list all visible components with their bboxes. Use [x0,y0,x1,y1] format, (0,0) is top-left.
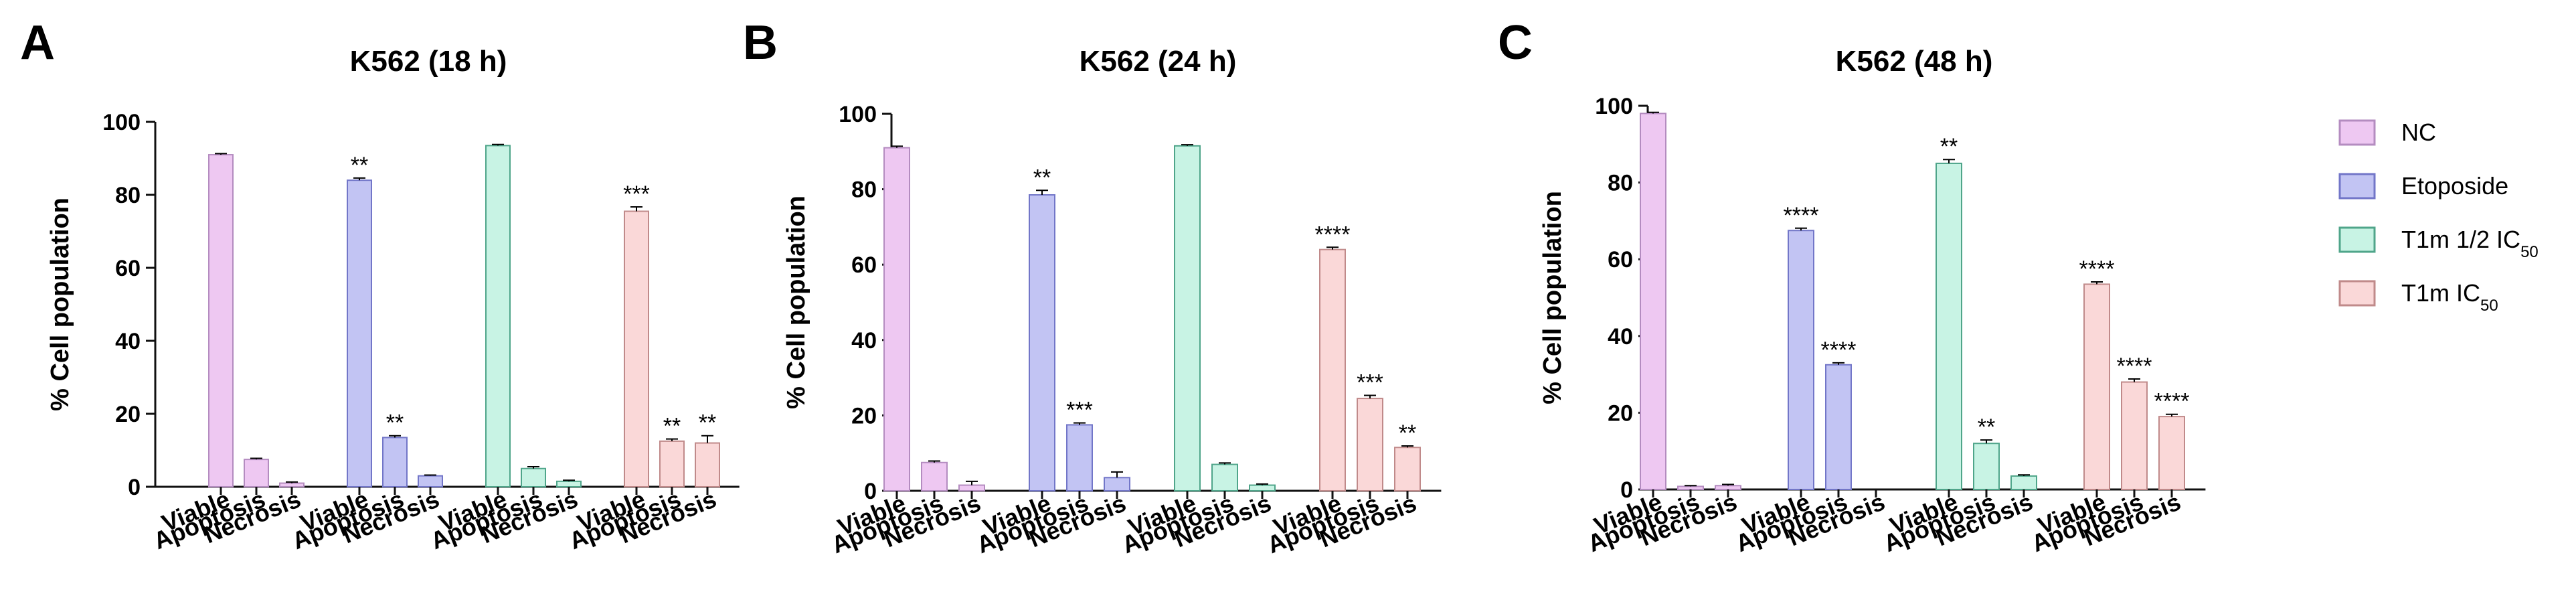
significance-label: ** [663,414,681,439]
y-tick-label: 40 [851,328,877,354]
significance-label: **** [2117,354,2152,379]
y-tick-label: 80 [115,183,141,208]
bar-etoposide-apoptosis [1066,424,1093,491]
bar-t1m-1-2-ic50-viable [485,145,511,488]
y-tick-label: 20 [851,403,877,429]
bar-t1m-1-2-ic50-apoptosis [1211,463,1238,492]
y-tick-label: 20 [1608,400,1633,426]
legend-label: T1m 1/2 IC50 [2401,226,2539,261]
legend-swatch [2338,173,2376,200]
significance-label: ** [1033,165,1051,190]
y-tick-label: 40 [1608,324,1633,350]
legend-item: NC [2338,119,2436,146]
significance-label: *** [623,181,650,207]
panel-letter: B [743,16,778,70]
bar-t1m-ic50-necrosis [1394,447,1421,492]
legend-swatch [2338,280,2376,307]
legend-label-text: T1m 1/2 IC [2401,226,2520,253]
bar-t1m-ic50-viable [1319,248,1346,491]
panel-letter: A [20,16,55,70]
bar-etoposide-necrosis [418,475,443,488]
significance-label: *** [1066,398,1093,423]
legend-swatch [2338,226,2376,253]
significance-label: **** [2079,256,2115,282]
significance-label: **** [1821,337,1857,363]
legend-label: Etoposide [2401,172,2508,200]
legend-label: NC [2401,119,2436,146]
y-axis-label: % Cell population [782,196,810,409]
bar-etoposide-necrosis [1104,477,1130,491]
y-tick-label: 0 [128,475,141,500]
y-tick-label: 0 [864,479,877,504]
y-tick-label: 60 [115,256,141,281]
bar-nc-viable [883,147,910,492]
bar-etoposide-viable [1788,230,1814,490]
legend-label: T1m IC50 [2401,279,2498,315]
bar-nc-viable [208,154,234,488]
legend-label-subscript: 50 [2520,243,2539,261]
bar-t1m-ic50-necrosis [2158,416,2185,491]
significance-label: ** [699,410,716,436]
bar-t1m-1-2-ic50-necrosis [2010,475,2037,491]
significance-label: **** [2154,389,2190,414]
chart-title: K562 (24 h) [1080,45,1237,78]
chart-panel-b: B K562 (24 h) % Cell population 0 20 40 60 80 10… [743,16,1442,558]
significance-label: **** [1315,222,1351,247]
y-tick-label: 40 [115,329,141,354]
chart-panel-a: A K562 (18 h) % Cell population 0 20 40 60 80 10… [20,16,740,554]
chart-title: K562 (48 h) [1836,45,1993,78]
y-tick-label: 60 [1608,247,1633,273]
chart-panel-c: C K562 (48 h) % Cell population 0 20 40 60 80 10… [1498,16,2206,557]
legend-label-subscript: 50 [2480,297,2498,315]
significance-label: ** [1940,134,1958,159]
significance-label: ** [1978,414,1995,440]
bar-t1m-1-2-ic50-apoptosis [1973,443,2000,490]
panel-letter: C [1498,16,1533,70]
bar-etoposide-viable [347,179,372,487]
bar-nc-viable [1640,112,1666,490]
significance-label: ** [386,410,404,436]
legend-item: T1m IC50 [2338,279,2498,315]
significance-label: **** [1784,203,1819,228]
legend-swatch [2338,119,2376,146]
y-tick-label: 80 [1608,171,1633,196]
legend-item: T1m 1/2 IC50 [2338,226,2539,261]
bar-t1m-1-2-ic50-apoptosis [521,467,546,487]
y-tick-label: 100 [102,110,141,135]
bar-t1m-ic50-necrosis [695,442,720,487]
significance-label: *** [1357,370,1383,396]
y-tick-label: 20 [115,402,141,427]
bar-t1m-ic50-apoptosis [2121,381,2148,490]
legend-label-text: NC [2401,119,2436,146]
legend-item: Etoposide [2338,172,2508,200]
bar-t1m-ic50-viable [624,210,649,487]
bar-t1m-ic50-viable [2083,283,2110,490]
y-tick-label: 100 [1595,94,1633,119]
bar-nc-apoptosis [244,459,269,487]
significance-label: ** [351,153,368,178]
bar-t1m-ic50-apoptosis [1357,398,1383,491]
bar-etoposide-viable [1029,194,1055,491]
bar-t1m-ic50-apoptosis [659,440,685,487]
y-axis-label: % Cell population [1539,191,1567,404]
bar-nc-apoptosis [921,461,948,492]
legend-label-text: T1m IC [2401,279,2480,307]
bar-t1m-1-2-ic50-viable [1174,145,1201,492]
y-axis-label: % Cell population [46,198,74,411]
y-tick-label: 80 [851,177,877,203]
chart-title: K562 (18 h) [350,45,507,78]
y-tick-label: 60 [851,252,877,278]
bar-t1m-1-2-ic50-viable [1936,162,1962,490]
y-tick-label: 0 [1620,477,1633,503]
bar-etoposide-apoptosis [1825,364,1852,491]
y-tick-label: 100 [839,102,877,127]
bar-etoposide-apoptosis [382,437,408,487]
legend-label-text: Etoposide [2401,172,2508,200]
significance-label: ** [1399,420,1416,446]
